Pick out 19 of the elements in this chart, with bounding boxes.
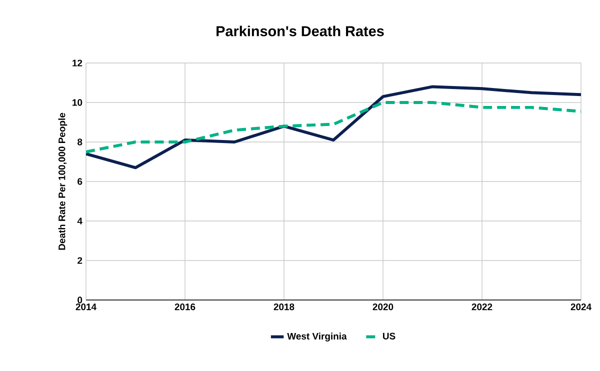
x-tick-label: 2024 <box>570 304 592 310</box>
line-series <box>86 101 582 154</box>
y-tick-label: 6 <box>78 178 82 185</box>
y-axis-title: Death Rate Per 100,000 People <box>58 112 68 250</box>
y-tick-label: 12 <box>72 60 82 66</box>
y-tick-label: 0 <box>78 296 82 304</box>
legend-label: West Virginia <box>287 332 347 342</box>
y-tick-label: 8 <box>78 138 82 146</box>
x-tick-label: 2014 <box>76 304 96 310</box>
chart-title: Parkinson's Death Rates <box>216 26 384 36</box>
line-series <box>86 85 582 170</box>
x-tick-label: 2022 <box>472 304 492 310</box>
y-tick-label: 2 <box>78 257 82 264</box>
y-tick-label: 4 <box>77 218 82 224</box>
x-tick-label: 2020 <box>372 304 394 310</box>
y-tick-label: 10 <box>72 99 82 106</box>
legend-label: US <box>383 332 396 340</box>
x-tick-label: 2018 <box>274 304 294 310</box>
x-tick-label: 2016 <box>174 304 196 310</box>
